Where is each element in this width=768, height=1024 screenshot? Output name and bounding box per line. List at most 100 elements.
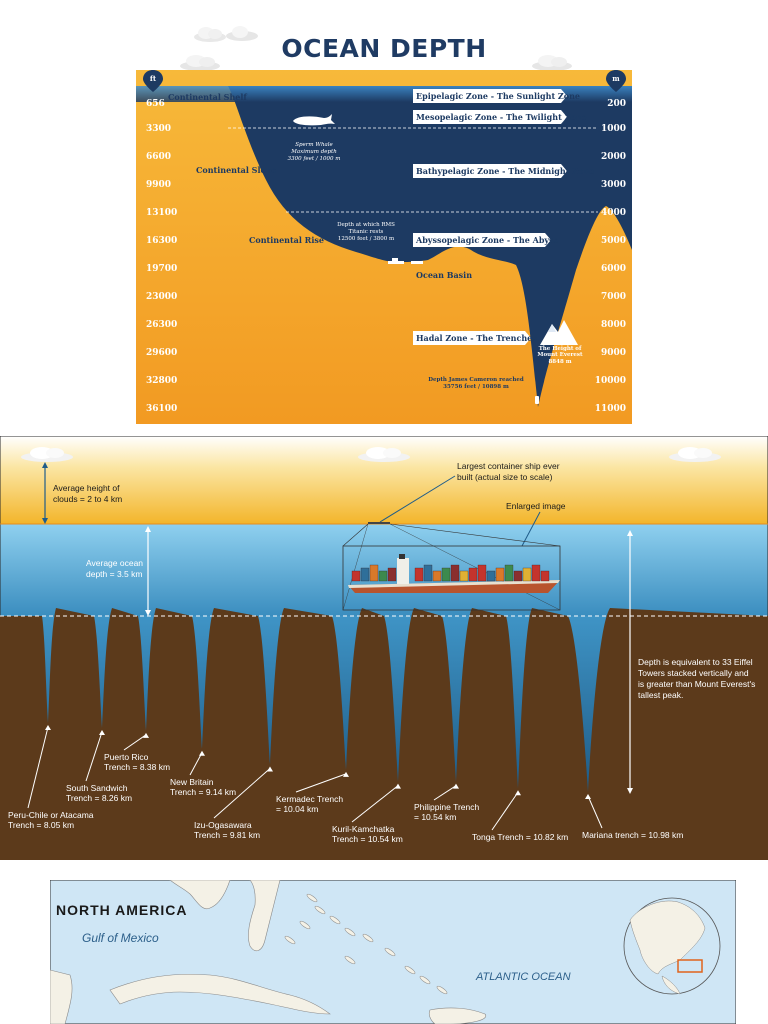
feet-tick-label: 9900: [146, 180, 171, 190]
trench-label-line: = 10.54 km: [414, 812, 456, 822]
trench-label-line: Tonga Trench = 10.82 km: [472, 832, 568, 842]
enlarged-pointer: [521, 511, 541, 547]
feet-tick-label: 26300: [146, 320, 177, 330]
feet-tick-label: 656: [146, 99, 165, 109]
meters-tick-label: 7000: [601, 292, 626, 302]
feet-tick-label: 6600: [146, 152, 171, 162]
feet-tick-label: 3300: [146, 124, 171, 134]
zone-label: Mesopelagic Zone - The Twilight Zone: [416, 112, 587, 122]
ocean-band: [0, 524, 768, 616]
titanic-note-line: 12500 feet / 3800 m: [338, 236, 395, 242]
meters-tick-label: 6000: [601, 264, 626, 274]
whale-note-line: Sperm Whale: [295, 142, 333, 148]
titanic-wreck-icon: [388, 258, 423, 264]
meters-axis: 200 1000 2000 3000 4000 5000 6000 7000 8000 9000 1…: [595, 99, 626, 414]
zone-label: Abyssopelagic Zone - The Abyss: [415, 235, 559, 245]
cameron-note-line: 35756 feet / 10898 m: [443, 384, 509, 390]
zone-label: Epipelagic Zone - The Sunlight Zone: [416, 91, 580, 101]
continental-shelf-label: Continental Shelf: [168, 92, 247, 102]
cloud-height-arrow: [42, 462, 48, 524]
trench-label-line: Trench = 8.05 km: [8, 820, 74, 830]
trench-label-line: Kuril-Kamchatka: [332, 824, 395, 834]
everest-note-line: 8848 m: [548, 359, 571, 365]
feet-tick-label: 36100: [146, 404, 177, 414]
feet-tick-label: 32800: [146, 376, 177, 386]
locator-box: [677, 959, 703, 973]
cloud-icon: [532, 55, 572, 71]
sperm-whale-icon: [293, 114, 335, 126]
meters-pin-icon: m: [606, 70, 626, 92]
trench-label-line: Puerto Rico: [104, 752, 149, 762]
trench-label-line: = 10.04 km: [276, 804, 318, 814]
ocean-depth-note-line: Average ocean: [86, 558, 143, 568]
clouds-note-line: Average height of: [53, 483, 120, 493]
ship-note-line: built (actual size to scale): [457, 472, 553, 482]
feet-tick-label: 13100: [146, 208, 177, 218]
continental-rise-label: Continental Rise: [249, 235, 324, 245]
feet-axis: 656 3300 6600 9900 13100 16300 19700 23000 26300…: [146, 99, 177, 414]
trench-label-line: Philippine Trench: [414, 802, 479, 812]
feet-tick-label: 23000: [146, 292, 177, 302]
meters-tick-label: 10000: [595, 376, 626, 386]
comparison-note-line: Towers stacked vertically and: [638, 668, 749, 678]
trench-label-line: Trench = 8.26 km: [66, 793, 132, 803]
trench-label: Kermadec Trench= 10.04 km: [276, 771, 349, 814]
inset-globe: [623, 897, 721, 995]
cloud-icon: [358, 447, 410, 462]
trench-label-line: South Sandwich: [66, 783, 128, 793]
cloud-icon: [21, 447, 73, 462]
continental-slope-label: Continental Slope: [196, 165, 277, 175]
north-america-map: NORTH AMERICA Gulf of Mexico ATLANTIC OC…: [50, 880, 736, 1024]
seabed-with-trenches: [0, 608, 768, 860]
whale-note-line: 3300 feet / 1000 m: [288, 156, 341, 162]
ocean-label: ATLANTIC OCEAN: [475, 971, 571, 983]
comparison-note-line: tallest peak.: [638, 690, 683, 700]
meters-tick-label: 4000: [601, 208, 626, 218]
trench-comparison-diagram: Average height of clouds = 2 to 4 km Ave…: [0, 436, 768, 860]
trench-label: Tonga Trench = 10.82 km: [472, 790, 568, 842]
zone-banner: Hadal Zone - The Trenches: [413, 331, 537, 345]
meters-unit: m: [612, 74, 620, 83]
zone-banner: Epipelagic Zone - The Sunlight Zone: [413, 89, 580, 103]
feet-tick-label: 16300: [146, 236, 177, 246]
cuba-landmass: [109, 973, 331, 1015]
cameron-note-line: Depth James Cameron reached: [428, 377, 524, 383]
feet-tick-label: 19700: [146, 264, 177, 274]
feet-tick-label: 29600: [146, 348, 177, 358]
cloud-icon: [669, 447, 721, 462]
meters-tick-label: 200: [607, 99, 626, 109]
meters-tick-label: 3000: [601, 180, 626, 190]
meters-tick-label: 2000: [601, 152, 626, 162]
enlarged-image-note: Enlarged image: [506, 501, 566, 511]
zone-label: Hadal Zone - The Trenches: [416, 333, 537, 343]
hispaniola-landmass: [428, 1007, 487, 1024]
cloud-icon: [180, 55, 220, 71]
enlarged-image-frame: [342, 523, 561, 611]
trench-label: Philippine Trench= 10.54 km: [414, 783, 479, 822]
zone-banner: Abyssopelagic Zone - The Abyss: [413, 233, 559, 247]
comparison-note-line: is greater than Mount Everest's: [638, 679, 755, 689]
ocean-depth-note-line: depth = 3.5 km: [86, 569, 142, 579]
trench-label-line: Peru-Chile or Atacama: [8, 810, 94, 820]
titanic-note-line: Depth at which RMS: [337, 222, 395, 228]
trench-label-line: Kermadec Trench: [276, 794, 343, 804]
submersible-icon: [535, 396, 539, 404]
trench-label: Mariana trench = 10.98 km: [582, 794, 683, 840]
page-title: OCEAN DEPTH: [281, 34, 487, 63]
trench-label-line: Trench = 9.14 km: [170, 787, 236, 797]
trench-label-line: Izu-Ogasawara: [194, 820, 252, 830]
mariana-depth-arrow: [627, 530, 633, 794]
zone-banner: Mesopelagic Zone - The Twilight Zone: [413, 110, 587, 124]
trench-label-line: Trench = 10.54 km: [332, 834, 403, 844]
feet-unit: ft: [150, 74, 157, 83]
container-ship-icon: [348, 554, 560, 593]
region-title: NORTH AMERICA: [56, 902, 187, 918]
florida-landmass: [169, 880, 231, 910]
trench-label-line: Mariana trench = 10.98 km: [582, 830, 683, 840]
everest-note-line: The Height of: [539, 346, 582, 352]
everest-note-line: Mount Everest: [537, 352, 583, 358]
